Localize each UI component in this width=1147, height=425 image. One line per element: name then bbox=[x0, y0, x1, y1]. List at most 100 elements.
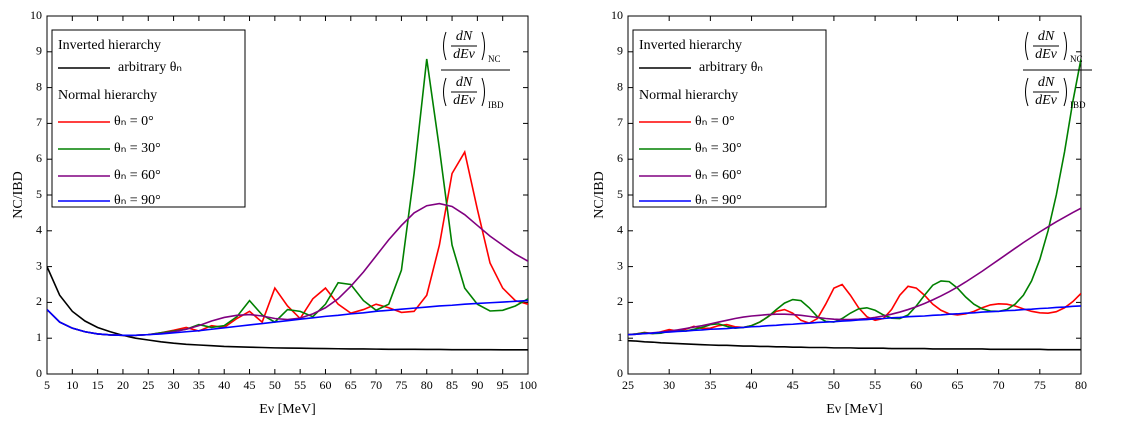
x-tick-label: 60 bbox=[319, 378, 331, 392]
y-tick-label: 9 bbox=[617, 44, 623, 58]
legend-label: arbitrary θₙ bbox=[118, 60, 182, 75]
legend-label: θₙ = 30° bbox=[114, 141, 161, 156]
series-line bbox=[628, 339, 1081, 351]
x-tick-label: 50 bbox=[269, 378, 281, 392]
x-tick-label: 80 bbox=[1075, 378, 1087, 392]
y-tick-label: 4 bbox=[617, 223, 623, 237]
x-tick-label: 10 bbox=[66, 378, 78, 392]
x-tick-label: 25 bbox=[142, 378, 154, 392]
x-tick-label: 55 bbox=[869, 378, 881, 392]
y-tick-label: 4 bbox=[36, 223, 42, 237]
x-tick-label: 30 bbox=[168, 378, 180, 392]
x-tick-label: 100 bbox=[519, 378, 537, 392]
series-line bbox=[47, 202, 528, 337]
formula-subscript: IBD bbox=[488, 100, 504, 110]
y-tick-label: 5 bbox=[36, 187, 42, 201]
y-tick-label: 5 bbox=[617, 187, 623, 201]
x-tick-label: 55 bbox=[294, 378, 306, 392]
x-tick-label: 70 bbox=[370, 378, 382, 392]
series-line bbox=[47, 299, 528, 337]
y-tick-label: 6 bbox=[617, 151, 623, 165]
y-tick-label: 2 bbox=[36, 294, 42, 308]
x-axis-label: Eν [MeV] bbox=[826, 402, 882, 417]
paren bbox=[1025, 31, 1029, 61]
paren bbox=[1025, 77, 1029, 107]
paren bbox=[481, 77, 485, 107]
formula-text: dN bbox=[456, 75, 473, 90]
x-tick-label: 80 bbox=[421, 378, 433, 392]
formula-text: dEν bbox=[1035, 93, 1058, 108]
legend-label: θₙ = 60° bbox=[695, 168, 742, 183]
formula-text: dEν bbox=[1035, 47, 1058, 62]
legend-label: arbitrary θₙ bbox=[699, 60, 763, 75]
legend-label: θₙ = 60° bbox=[114, 168, 161, 183]
y-tick-label: 9 bbox=[36, 44, 42, 58]
legend-box bbox=[632, 29, 827, 208]
x-tick-label: 40 bbox=[746, 378, 758, 392]
series-line bbox=[628, 283, 1081, 336]
y-tick-label: 1 bbox=[36, 330, 42, 344]
legend-label: θₙ = 90° bbox=[114, 193, 161, 208]
legend-label: θₙ = 0° bbox=[695, 114, 735, 129]
y-tick-label: 7 bbox=[617, 115, 623, 129]
legend-heading: Inverted hierarchy bbox=[58, 38, 161, 53]
y-tick-label: 10 bbox=[611, 8, 623, 22]
x-tick-label: 45 bbox=[244, 378, 256, 392]
formula-subscript: IBD bbox=[1070, 100, 1086, 110]
formula-subscript: NC bbox=[1070, 54, 1083, 64]
formula-text: dN bbox=[1038, 29, 1055, 44]
x-tick-label: 50 bbox=[828, 378, 840, 392]
x-tick-label: 70 bbox=[993, 378, 1005, 392]
legend-heading: Inverted hierarchy bbox=[639, 38, 742, 53]
legend-label: θₙ = 0° bbox=[114, 114, 154, 129]
x-tick-label: 45 bbox=[787, 378, 799, 392]
formula-text: dEν bbox=[453, 47, 476, 62]
paren bbox=[443, 31, 447, 61]
x-tick-label: 65 bbox=[345, 378, 357, 392]
y-tick-label: 2 bbox=[617, 294, 623, 308]
x-tick-label: 95 bbox=[497, 378, 509, 392]
legend-label: θₙ = 30° bbox=[695, 141, 742, 156]
x-axis-label: Eν [MeV] bbox=[259, 402, 315, 417]
paren bbox=[1063, 31, 1067, 61]
x-tick-label: 65 bbox=[951, 378, 963, 392]
paren bbox=[481, 31, 485, 61]
x-tick-label: 85 bbox=[446, 378, 458, 392]
y-axis-label: NC/IBD bbox=[11, 171, 26, 218]
y-tick-label: 3 bbox=[36, 258, 42, 272]
y-tick-label: 10 bbox=[30, 8, 42, 22]
y-tick-label: 3 bbox=[617, 258, 623, 272]
formula-text: dN bbox=[456, 29, 473, 44]
series-line bbox=[628, 305, 1081, 336]
y-tick-label: 1 bbox=[617, 330, 623, 344]
x-tick-label: 15 bbox=[92, 378, 104, 392]
legend-heading: Normal hierarchy bbox=[639, 88, 738, 103]
x-tick-label: 35 bbox=[193, 378, 205, 392]
formula-text: dEν bbox=[453, 93, 476, 108]
x-tick-label: 5 bbox=[44, 378, 50, 392]
legend-box bbox=[51, 29, 246, 208]
series-line bbox=[628, 207, 1081, 336]
legend-heading: Normal hierarchy bbox=[58, 88, 157, 103]
series-line bbox=[628, 58, 1081, 336]
x-tick-label: 25 bbox=[622, 378, 634, 392]
y-tick-label: 0 bbox=[617, 366, 623, 380]
paren bbox=[443, 77, 447, 107]
formula-text: dN bbox=[1038, 75, 1055, 90]
y-tick-label: 8 bbox=[617, 79, 623, 93]
x-tick-label: 60 bbox=[910, 378, 922, 392]
x-tick-label: 90 bbox=[471, 378, 483, 392]
x-tick-label: 30 bbox=[663, 378, 675, 392]
x-tick-label: 20 bbox=[117, 378, 129, 392]
paren bbox=[1063, 77, 1067, 107]
y-tick-label: 0 bbox=[36, 366, 42, 380]
x-tick-label: 75 bbox=[1034, 378, 1046, 392]
x-tick-label: 40 bbox=[218, 378, 230, 392]
y-tick-label: 8 bbox=[36, 79, 42, 93]
y-tick-label: 6 bbox=[36, 151, 42, 165]
formula-subscript: NC bbox=[488, 54, 501, 64]
legend-label: θₙ = 90° bbox=[695, 193, 742, 208]
